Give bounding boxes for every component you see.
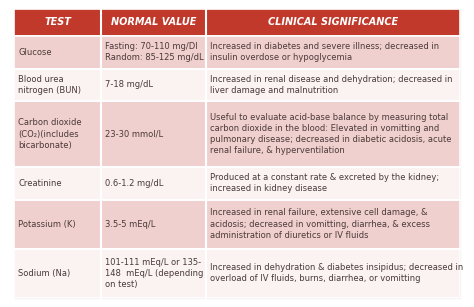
Text: Increased in renal disease and dehydration; decreased in
liver damage and malnut: Increased in renal disease and dehydrati… xyxy=(210,75,452,95)
Text: 7-18 mg/dL: 7-18 mg/dL xyxy=(105,80,153,89)
Bar xyxy=(14,200,101,249)
Bar xyxy=(206,200,460,249)
Text: Fasting: 70-110 mg/Dl
Random: 85-125 mg/dL: Fasting: 70-110 mg/Dl Random: 85-125 mg/… xyxy=(105,42,203,62)
Text: 101-111 mEq/L or 135-
148  mEq/L (depending
on test): 101-111 mEq/L or 135- 148 mEq/L (dependi… xyxy=(105,258,203,289)
Bar xyxy=(101,167,206,200)
Text: Glucose: Glucose xyxy=(18,48,52,56)
Text: Sodium (Na): Sodium (Na) xyxy=(18,269,70,278)
Text: Increased in diabetes and severe illness; decreased in
insulin overdose or hypog: Increased in diabetes and severe illness… xyxy=(210,42,439,62)
Text: Increased in renal failure, extensive cell damage, &
acidosis; decreased in vomi: Increased in renal failure, extensive ce… xyxy=(210,208,429,240)
Text: CLINICAL SIGNIFICANCE: CLINICAL SIGNIFICANCE xyxy=(268,17,398,28)
Text: 3.5-5 mEq/L: 3.5-5 mEq/L xyxy=(105,220,155,229)
Bar xyxy=(206,167,460,200)
Bar xyxy=(206,9,460,36)
Text: Creatinine: Creatinine xyxy=(18,179,62,188)
Bar xyxy=(101,36,206,68)
Text: Carbon dioxide
(CO₂)(includes
bicarbonate): Carbon dioxide (CO₂)(includes bicarbonat… xyxy=(18,119,82,150)
Bar xyxy=(14,101,101,167)
Bar xyxy=(206,101,460,167)
Text: 23-30 mmol/L: 23-30 mmol/L xyxy=(105,130,163,138)
Text: TEST: TEST xyxy=(44,17,71,28)
Bar xyxy=(14,9,101,36)
Bar xyxy=(101,249,206,298)
Text: Useful to evaluate acid-base balance by measuring total
carbon dioxide in the bl: Useful to evaluate acid-base balance by … xyxy=(210,113,451,155)
Text: Blood urea
nitrogen (BUN): Blood urea nitrogen (BUN) xyxy=(18,75,81,95)
Bar xyxy=(14,68,101,101)
Bar xyxy=(101,200,206,249)
Bar xyxy=(14,167,101,200)
Bar xyxy=(14,36,101,68)
Bar xyxy=(101,101,206,167)
Bar xyxy=(101,9,206,36)
Text: 0.6-1.2 mg/dL: 0.6-1.2 mg/dL xyxy=(105,179,163,188)
Bar xyxy=(206,68,460,101)
Text: Increased in dehydration & diabetes insipidus; decreased in
overload of IV fluid: Increased in dehydration & diabetes insi… xyxy=(210,263,463,283)
Bar xyxy=(206,36,460,68)
Bar xyxy=(14,249,101,298)
Bar xyxy=(206,249,460,298)
Text: Potassium (K): Potassium (K) xyxy=(18,220,76,229)
Text: NORMAL VALUE: NORMAL VALUE xyxy=(111,17,196,28)
Text: Produced at a constant rate & excreted by the kidney;
increased in kidney diseas: Produced at a constant rate & excreted b… xyxy=(210,173,439,193)
Bar xyxy=(101,68,206,101)
